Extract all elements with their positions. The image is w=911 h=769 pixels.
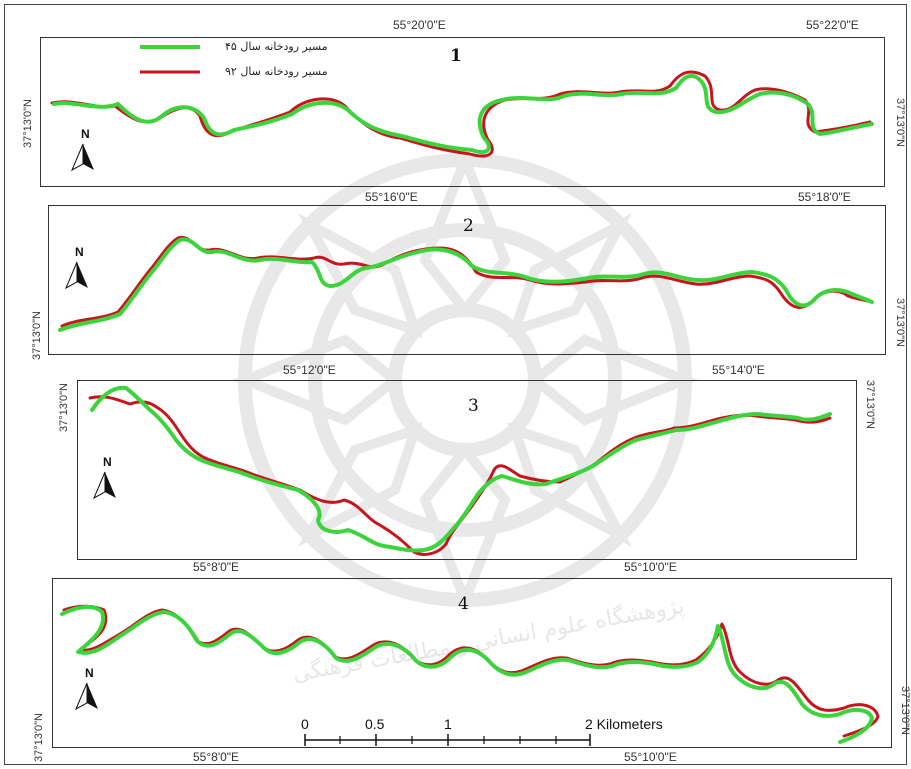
map-panel-1 bbox=[40, 37, 885, 187]
river-1966-panel-1 bbox=[52, 73, 874, 155]
map-panel-3 bbox=[77, 380, 857, 560]
legend-green-swatch bbox=[140, 45, 200, 49]
north-arrow-icon-3 bbox=[92, 471, 116, 500]
panel-1-lon-right: 55°22'0"E bbox=[806, 18, 859, 32]
map-panel-2 bbox=[48, 205, 886, 355]
map-panel-4 bbox=[52, 578, 892, 748]
scale-bar bbox=[304, 734, 591, 746]
river-1966-panel-2 bbox=[58, 237, 874, 332]
panel-2-lon-left: 55°16'0"E bbox=[365, 190, 418, 204]
river-1966-panel-4 bbox=[60, 605, 874, 744]
scale-label-0: 0 bbox=[301, 716, 309, 732]
north-arrow-icon-1 bbox=[70, 143, 94, 172]
legend-red-swatch bbox=[140, 70, 200, 74]
legend-green-label: مسیر رودخانه سال ۴۵ bbox=[225, 40, 328, 53]
river-1992-panel-2 bbox=[60, 235, 874, 328]
river-1992-panel-1 bbox=[50, 70, 872, 158]
panel-4-number: 4 bbox=[458, 594, 469, 614]
panel-2-lon-right: 55°18'0"E bbox=[798, 190, 851, 204]
panel-4-lon-bottom-right: 55°10'0"E bbox=[624, 750, 677, 764]
panel-3-lon-right: 55°14'0"E bbox=[712, 363, 765, 377]
north-arrow-icon-2 bbox=[64, 261, 88, 290]
north-label-4: N bbox=[85, 666, 94, 680]
scale-label-2-km: 2 Kilometers bbox=[585, 716, 663, 732]
panel-1-lon-left: 55°20'0"E bbox=[393, 18, 446, 32]
panel-4-lon-bottom-left: 55°8'0"E bbox=[193, 750, 240, 764]
north-label-2: N bbox=[75, 245, 84, 259]
panel-1-number: 1 bbox=[450, 46, 462, 66]
scale-label-0-5: 0.5 bbox=[365, 716, 385, 732]
legend-red-label: مسیر رودخانه سال ۹۲ bbox=[225, 65, 328, 78]
river-1966-panel-3 bbox=[90, 385, 832, 553]
panel-2-number: 2 bbox=[463, 216, 474, 236]
panel-4-lon-top-left: 55°8'0"E bbox=[193, 560, 240, 574]
panel-4-lon-top-right: 55°10'0"E bbox=[624, 560, 677, 574]
north-label-1: N bbox=[81, 127, 90, 141]
panel-3-lon-left: 55°12'0"E bbox=[283, 363, 336, 377]
scale-label-1: 1 bbox=[444, 716, 452, 732]
north-label-3: N bbox=[103, 455, 112, 469]
map-frame bbox=[4, 4, 907, 765]
panel-3-number: 3 bbox=[468, 396, 479, 416]
north-arrow-icon-4 bbox=[74, 682, 98, 711]
